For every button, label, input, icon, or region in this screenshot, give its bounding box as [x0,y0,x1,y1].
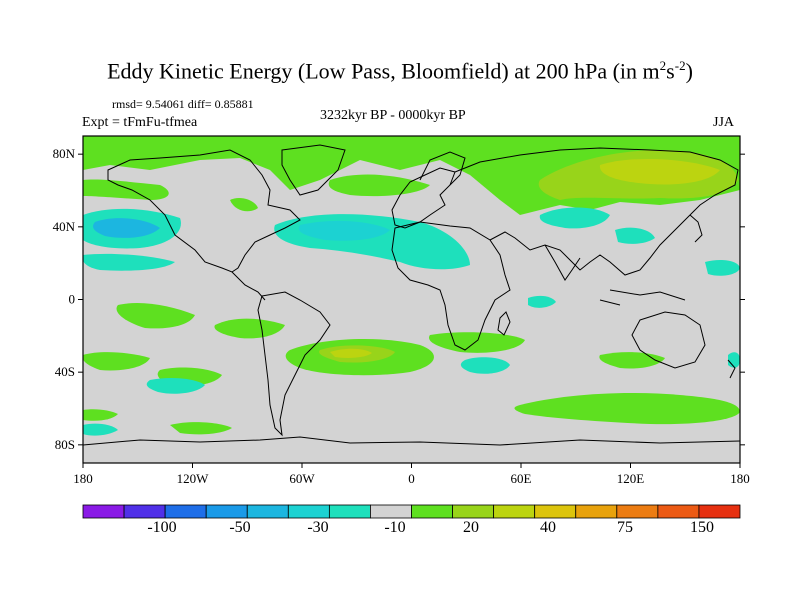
coast-australia [631,311,706,369]
colorbar-tick-label: 40 [540,519,556,536]
coast-europe [391,167,456,229]
colorbar-swatch [616,504,659,519]
colorbar-tick-label: -10 [384,519,406,536]
experiment-label: Expt = tFmFu-tfmea [82,115,198,130]
colorbar-swatch [164,504,207,519]
greenland-patch [230,197,258,212]
south-indian-patch [429,332,525,353]
colorbar-swatch [370,504,412,519]
negative-regions [83,207,740,436]
south-pacific-negative [146,377,205,394]
coast-greenland [281,144,346,196]
stats-text: rmsd= 9.54061 diff= 0.85881 [112,97,254,111]
colorbar-tick-label: 150 [690,519,714,536]
south-atlantic-negative [460,357,510,374]
x-tick-label: 120E [617,471,645,486]
colorbar-tick-label: -100 [147,519,177,536]
coast-scandinavia [419,151,466,186]
season-label: JJA [713,115,735,130]
y-tick-label: 40S [55,364,75,379]
west-pacific-negative [705,260,740,276]
coast-north-america [107,149,301,273]
y-tick-label: 80S [55,437,75,452]
coast-madagascar [497,311,511,336]
x-tick-label: 180 [730,471,750,486]
colorbar-swatch [493,504,536,519]
coast-japan [689,214,703,243]
colorbar [82,504,741,519]
colorbar-swatch [698,504,741,519]
siberia-core [599,158,720,185]
map-field [83,136,740,463]
far-south-west [83,409,118,421]
colorbar-swatch [328,504,371,519]
positive-regions [83,136,740,435]
colorbar-swatch [575,504,618,519]
colorbar-tick-label: 75 [617,519,633,536]
coast-asia [454,147,739,276]
coastlines [83,144,740,446]
europe-north [328,174,430,197]
y-tick-label: 0 [69,292,76,307]
coast-south-america [257,291,331,437]
x-tick-label: 60E [511,471,532,486]
x-tick-label: 180 [73,471,93,486]
colorbar-swatch [657,504,700,519]
indian-ocean-negative [528,295,556,308]
colorbar-swatch [411,504,453,519]
central-pacific-0 [214,318,285,339]
north-pacific-positive [83,179,169,200]
map-title: Eddy Kinetic Energy (Low Pass, Bloomfiel… [107,58,693,84]
colorbar-swatch [287,504,330,519]
coast-antarctica [83,436,740,446]
coast-new-zealand [727,359,736,379]
colorbar-swatch [123,504,166,519]
colorbar-tick-label: -50 [229,519,251,536]
south-atlantic-peak [330,348,372,358]
coast-india [544,244,581,281]
colorbar-swatch [246,504,289,519]
north-pacific-strip [83,253,175,271]
colorbar-tick-label: -30 [307,519,329,536]
east-pacific-0 [116,303,195,329]
north-atlantic-core [298,220,390,241]
far-south-negative [83,423,118,436]
southern-ocean-band [514,393,740,425]
tasman-negative [728,352,740,368]
antarctic-pacific [170,422,232,435]
coast-africa [391,221,511,351]
x-tick-label: 120W [177,471,210,486]
y-tick-label: 80N [53,146,76,161]
colorbar-swatch [82,504,125,519]
axis-ticks: 80N 40N 0 40S 80S 180 120W 60W 0 60E 120E 180 [53,146,750,486]
x-tick-label: 60W [289,471,315,486]
colorbar-swatch [205,504,248,519]
period-label: 3232kyr BP - 0000kyr BP [320,108,466,123]
colorbar-tick-label: 20 [463,519,479,536]
coast-indonesia [599,289,686,306]
east-asia-negative [615,227,655,244]
colorbar-swatch [534,504,577,519]
y-tick-label: 40N [53,219,76,234]
x-tick-label: 0 [408,471,415,486]
central-asia-negative [539,207,610,229]
south-pacific-west [83,352,150,371]
colorbar-swatch [452,504,495,519]
north-pacific-core [93,218,160,238]
